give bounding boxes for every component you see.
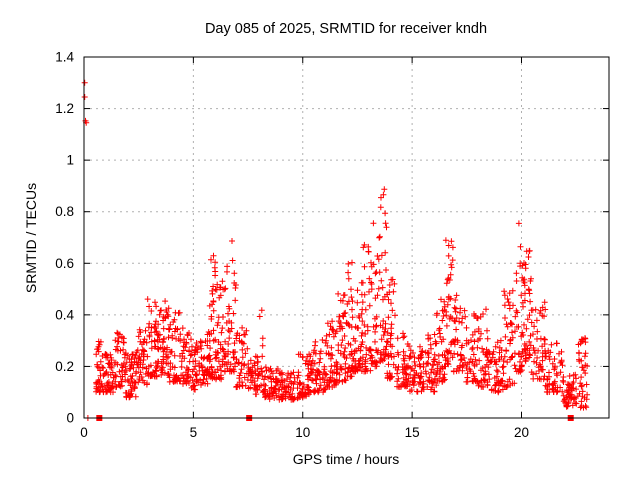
y-tick-label: 0.2 xyxy=(55,359,74,374)
y-tick-label: 1.4 xyxy=(55,50,74,65)
x-tick-label: 5 xyxy=(190,425,198,440)
x-axis-label: GPS time / hours xyxy=(293,451,400,467)
data-points xyxy=(81,79,591,421)
chart-title: Day 085 of 2025, SRMTID for receiver knd… xyxy=(205,21,487,37)
y-tick-label: 0.4 xyxy=(55,307,74,322)
y-tick-label: 1 xyxy=(66,153,74,168)
y-axis-label: SRMTID / TECUs xyxy=(23,183,39,293)
x-tick-label: 0 xyxy=(80,425,88,440)
x-tick-label: 20 xyxy=(514,425,529,440)
x-tick-label: 10 xyxy=(295,425,310,440)
y-tick-label: 0.6 xyxy=(55,256,74,271)
x-tick-label: 15 xyxy=(405,425,420,440)
y-tick-label: 0 xyxy=(66,411,74,426)
plot-border xyxy=(83,56,610,419)
scatter-plus-markers xyxy=(81,79,591,421)
tick-labels: 0 5 10 15 20 0 0.2 0.4 0.6 0.8 1 1.2 1.4 xyxy=(55,50,529,441)
y-tick-label: 1.2 xyxy=(55,101,74,116)
axis-ticks xyxy=(83,56,609,419)
y-tick-label: 0.8 xyxy=(55,204,74,219)
